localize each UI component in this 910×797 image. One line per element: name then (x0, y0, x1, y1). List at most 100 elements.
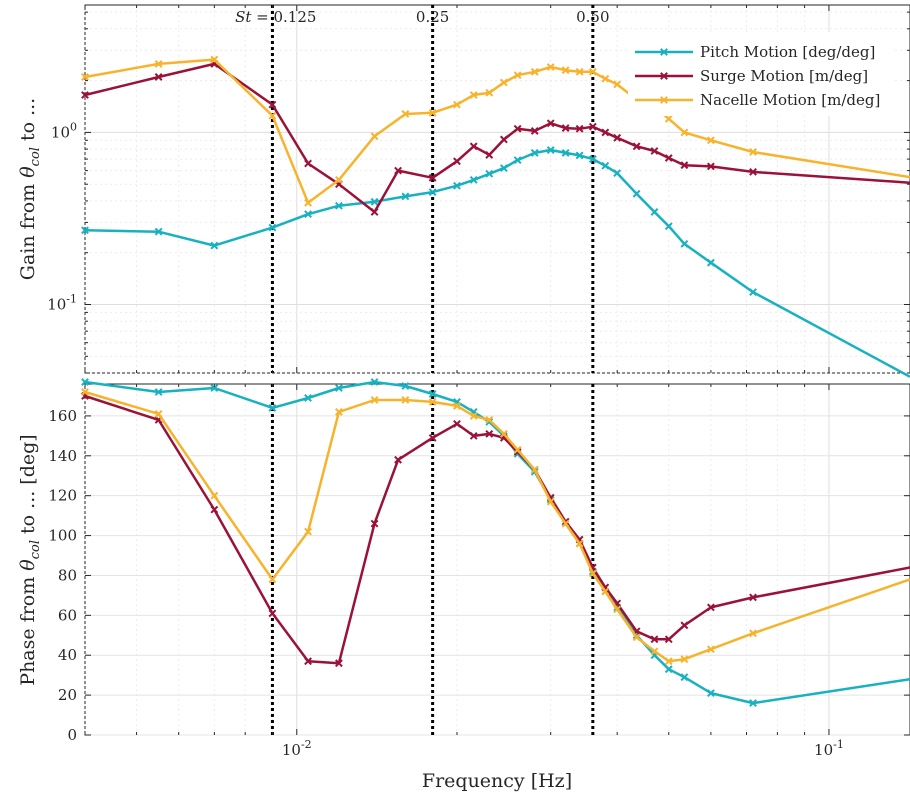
data-point-pitch (680, 239, 689, 248)
data-point-pitch (530, 149, 539, 157)
data-point-surge (530, 127, 539, 135)
data-point-pitch (632, 189, 641, 198)
data-point-pitch (749, 288, 757, 297)
data-point-nacelle (561, 66, 570, 75)
data-point-nacelle (335, 408, 343, 416)
phase-strouhal-lines (270, 384, 595, 735)
data-point-nacelle (513, 71, 522, 80)
legend-entry-nacelle: Nacelle Motion [m/deg] (635, 91, 880, 109)
phase-x-ticks: 10-2 10-1 (84, 384, 844, 759)
phase-panel: 0 20 40 60 80 100 120 140 160 10-2 10-1 Phase fro… (17, 378, 910, 759)
legend-label: Pitch Motion [deg/deg] (700, 43, 875, 61)
strouhal-label: 0.50 (576, 8, 609, 26)
data-point-surge (453, 419, 461, 428)
data-point-nacelle (575, 67, 584, 76)
x-tick-label: 10-1 (814, 738, 844, 759)
data-point-surge (664, 154, 673, 162)
data-point-surge (268, 100, 277, 109)
data-point-surge (601, 128, 610, 137)
data-point-pitch (154, 388, 163, 396)
legend: Pitch Motion [deg/deg] Surge Motion [m/de… (628, 32, 894, 116)
data-point-nacelle (706, 645, 715, 654)
data-point-pitch (81, 378, 89, 386)
data-point-nacelle (499, 429, 508, 438)
data-point-pitch (706, 258, 715, 267)
data-point-nacelle (680, 128, 689, 137)
data-point-pitch (428, 390, 437, 398)
data-point-pitch (469, 175, 478, 184)
series-line-nacelle (84, 390, 910, 663)
data-point-surge (154, 73, 163, 81)
data-point-nacelle (485, 88, 494, 97)
data-point-nacelle (530, 67, 539, 76)
data-point-nacelle (632, 633, 641, 642)
data-point-nacelle (575, 539, 584, 548)
data-point-surge (706, 603, 715, 612)
data-point-surge (632, 142, 641, 151)
legend-label: Nacelle Motion [m/deg] (700, 91, 880, 109)
data-point-nacelle (546, 63, 555, 71)
data-point-surge (335, 659, 343, 668)
data-point-nacelle (749, 148, 757, 156)
data-point-nacelle (706, 136, 715, 145)
strouhal-labels: St = 0.125 0.25 0.50 (235, 8, 609, 26)
data-point-nacelle (370, 132, 379, 141)
data-point-pitch (304, 394, 312, 402)
data-point-nacelle (650, 647, 659, 656)
series-line-pitch (84, 148, 910, 378)
legend-box (628, 32, 894, 116)
series-surge (81, 60, 910, 216)
data-point-nacelle (428, 398, 437, 406)
data-point-surge (664, 635, 673, 644)
data-point-pitch (513, 156, 522, 165)
y-tick-label: 60 (58, 606, 77, 624)
data-point-nacelle (530, 465, 539, 474)
data-point-nacelle (485, 415, 494, 424)
data-point-nacelle (210, 491, 219, 500)
legend-label: Surge Motion [m/deg] (700, 67, 868, 85)
data-point-nacelle (749, 629, 757, 638)
x-axis-title: Frequency [Hz] (422, 770, 572, 792)
data-point-nacelle (664, 657, 673, 666)
data-point-nacelle (335, 175, 343, 184)
data-point-surge (428, 173, 437, 182)
phase-grid (84, 384, 910, 736)
data-point-nacelle (664, 114, 673, 123)
data-point-pitch (335, 384, 343, 392)
data-point-pitch (453, 181, 461, 190)
data-point-pitch (749, 699, 757, 707)
legend-entry-surge: Surge Motion [m/deg] (635, 67, 868, 85)
data-point-surge (485, 151, 494, 159)
data-point-surge (706, 162, 715, 171)
data-point-surge (268, 609, 277, 618)
y-tick-label: 120 (48, 487, 77, 505)
y-tick-label: 20 (58, 686, 77, 704)
data-point-pitch (401, 382, 410, 390)
series-line-pitch (84, 380, 910, 705)
data-point-nacelle (268, 111, 277, 120)
series-nacelle (81, 388, 910, 666)
series-line-surge (84, 62, 910, 214)
data-point-pitch (210, 384, 219, 392)
data-point-pitch (588, 155, 597, 163)
data-point-pitch (680, 673, 689, 682)
data-point-nacelle (588, 569, 597, 578)
data-point-surge (749, 593, 757, 602)
data-point-pitch (304, 210, 312, 219)
data-point-surge (575, 124, 584, 133)
data-point-surge (485, 429, 494, 438)
data-point-nacelle (561, 519, 570, 528)
data-point-pitch (546, 146, 555, 154)
data-point-nacelle (428, 108, 437, 117)
data-point-nacelle (304, 198, 312, 207)
data-point-pitch (650, 208, 659, 216)
data-point-surge (749, 167, 757, 176)
series-pitch (81, 146, 910, 378)
data-point-nacelle (401, 396, 410, 404)
data-point-surge (428, 433, 437, 442)
data-point-nacelle (469, 412, 478, 420)
data-point-pitch (499, 164, 508, 173)
strouhal-label: 0.25 (416, 8, 449, 26)
data-point-surge (513, 124, 522, 133)
